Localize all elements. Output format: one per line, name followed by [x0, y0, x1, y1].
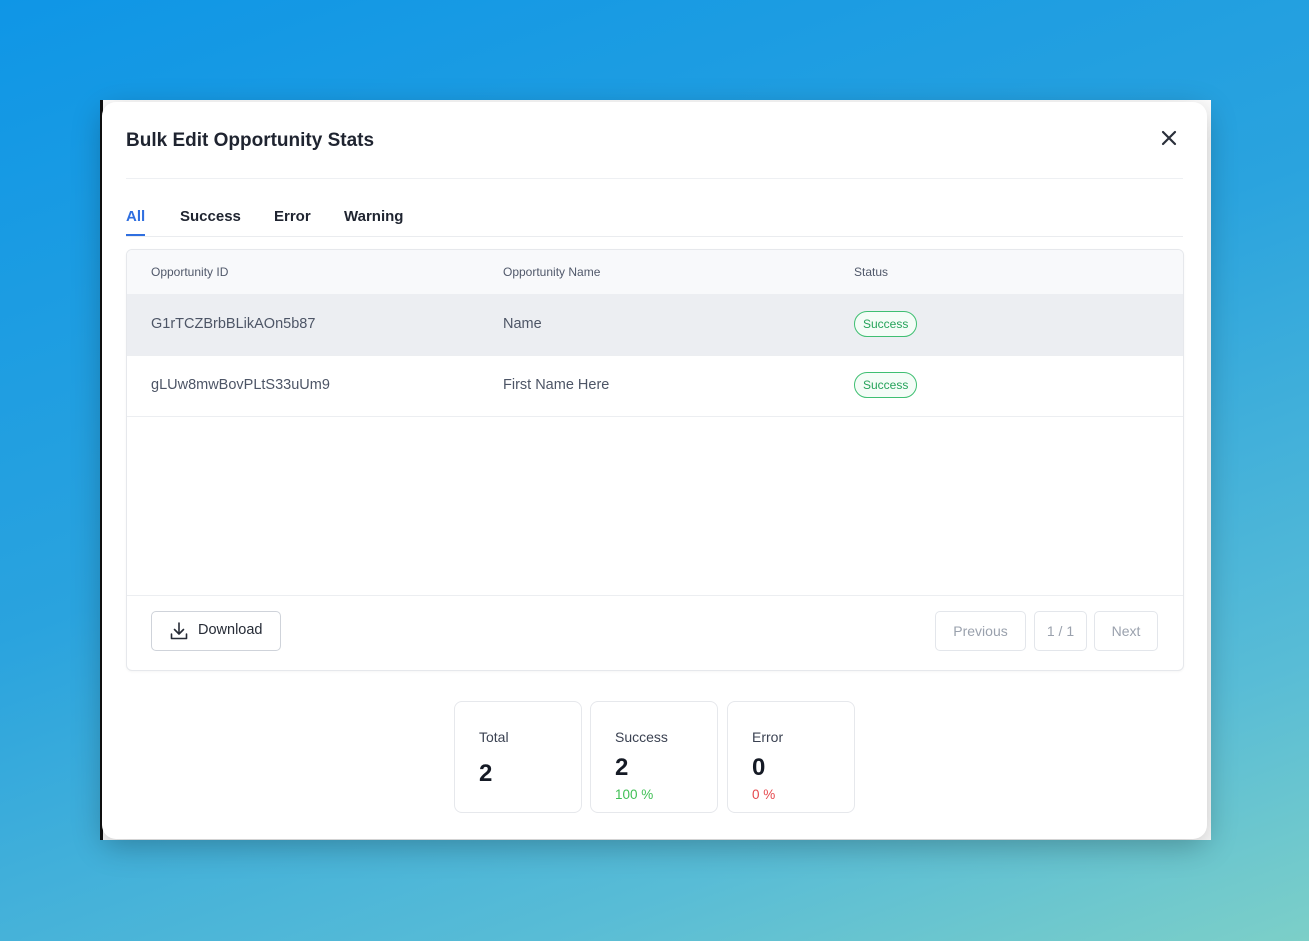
download-button[interactable]: Download: [151, 611, 281, 651]
close-button[interactable]: [1159, 128, 1179, 148]
column-header-id: Opportunity ID: [151, 265, 229, 279]
table-row[interactable]: gLUw8mwBovPLtS33uUm9 First Name Here Suc…: [127, 355, 1183, 417]
table-row[interactable]: G1rTCZBrbBLikAOn5b87 Name Success: [127, 294, 1183, 356]
opportunity-id: gLUw8mwBovPLtS33uUm9: [151, 377, 330, 393]
column-header-status: Status: [854, 265, 889, 279]
stat-label: Error: [752, 729, 784, 745]
close-icon: [1161, 130, 1177, 146]
stat-percent: 100 %: [615, 787, 654, 802]
modal-title: Bulk Edit Opportunity Stats: [126, 130, 375, 151]
stat-value: 0: [752, 754, 766, 781]
stat-card-total: Total 2: [454, 701, 582, 813]
opportunity-name: Name: [503, 316, 542, 332]
status-badge: Success: [854, 372, 918, 398]
table-header: Opportunity ID Opportunity Name Status: [127, 250, 1183, 295]
opportunity-name: First Name Here: [503, 377, 610, 393]
opportunity-id: G1rTCZBrbBLikAOn5b87: [151, 316, 316, 332]
stat-value: 2: [615, 754, 629, 781]
stat-label: Total: [479, 729, 509, 745]
tab-all[interactable]: All: [126, 208, 146, 236]
download-icon: [170, 622, 188, 640]
tab-success[interactable]: Success: [180, 208, 241, 225]
results-table: Opportunity ID Opportunity Name Status G…: [126, 249, 1184, 671]
stat-percent: 0 %: [752, 787, 776, 802]
download-label: Download: [198, 622, 263, 638]
page-indicator: 1 / 1: [1034, 611, 1087, 651]
table-footer: Download Previous 1 / 1 Next: [127, 595, 1183, 670]
previous-page-button[interactable]: Previous: [935, 611, 1026, 651]
stat-label: Success: [615, 729, 668, 745]
next-page-button[interactable]: Next: [1094, 611, 1158, 651]
stat-card-error: Error 0 0 %: [727, 701, 855, 813]
status-tabs: All Success Error Warning: [126, 202, 1183, 237]
bulk-edit-stats-modal: Bulk Edit Opportunity Stats All Success …: [102, 102, 1207, 839]
stat-value: 2: [479, 760, 493, 787]
modal-header: Bulk Edit Opportunity Stats: [126, 102, 1183, 179]
status-badge: Success: [854, 311, 918, 337]
column-header-name: Opportunity Name: [503, 265, 601, 279]
tab-warning[interactable]: Warning: [344, 208, 404, 225]
tab-error[interactable]: Error: [274, 208, 311, 225]
stat-card-success: Success 2 100 %: [590, 701, 718, 813]
